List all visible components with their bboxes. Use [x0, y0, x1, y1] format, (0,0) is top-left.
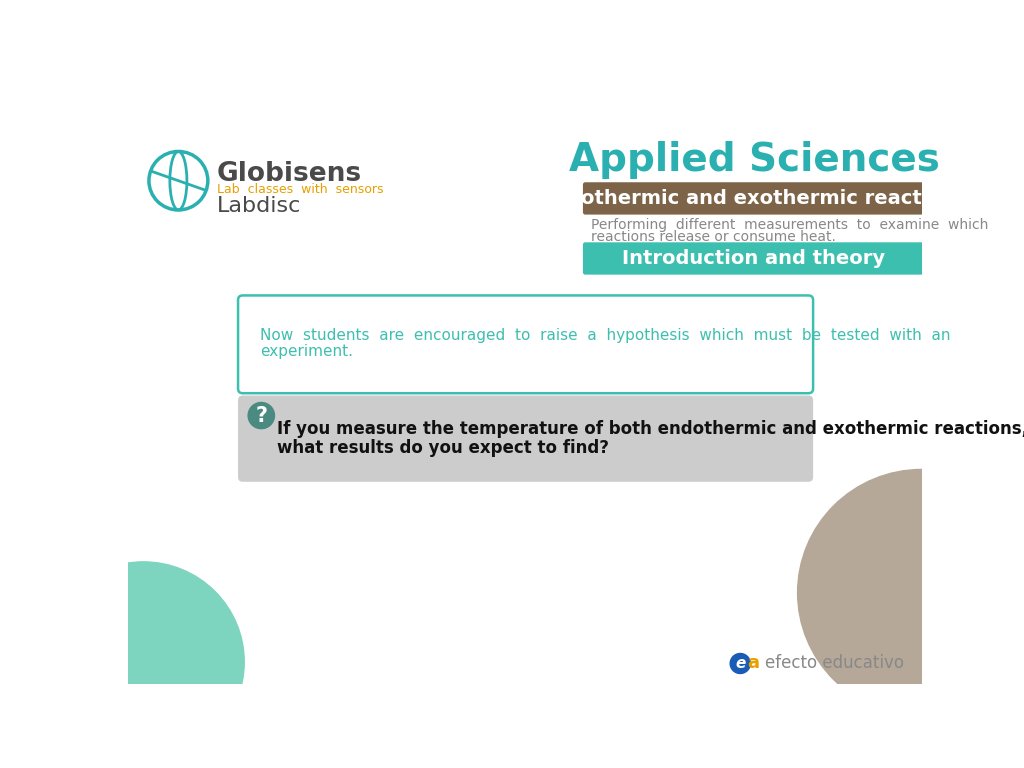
FancyBboxPatch shape	[583, 243, 924, 275]
Text: Labdisc: Labdisc	[217, 196, 301, 216]
Text: ?: ?	[255, 406, 267, 425]
Circle shape	[248, 402, 274, 429]
Text: reactions release or consume heat.: reactions release or consume heat.	[592, 230, 837, 244]
Text: Now  students  are  encouraged  to  raise  a  hypothesis  which  must  be  teste: Now students are encouraged to raise a h…	[260, 328, 950, 343]
Text: Endothermic and exothermic reactions: Endothermic and exothermic reactions	[540, 189, 967, 208]
Text: efecto educativo: efecto educativo	[765, 654, 904, 673]
Text: Globisens: Globisens	[217, 161, 362, 187]
Text: Applied Sciences: Applied Sciences	[568, 141, 940, 179]
FancyBboxPatch shape	[238, 296, 813, 393]
FancyBboxPatch shape	[238, 396, 813, 482]
Text: If you measure the temperature of both endothermic and exothermic reactions,: If you measure the temperature of both e…	[276, 420, 1024, 439]
Circle shape	[43, 562, 245, 762]
Text: Performing  different  measurements  to  examine  which: Performing different measurements to exa…	[592, 217, 989, 232]
Text: Introduction and theory: Introduction and theory	[622, 249, 885, 268]
Text: experiment.: experiment.	[260, 344, 352, 359]
FancyBboxPatch shape	[583, 182, 924, 214]
Text: what results do you expect to find?: what results do you expect to find?	[276, 439, 609, 457]
Text: a: a	[748, 654, 760, 673]
Circle shape	[730, 654, 751, 674]
Text: e: e	[735, 656, 745, 671]
Text: Lab  classes  with  sensors: Lab classes with sensors	[217, 183, 384, 196]
Circle shape	[798, 469, 1024, 716]
